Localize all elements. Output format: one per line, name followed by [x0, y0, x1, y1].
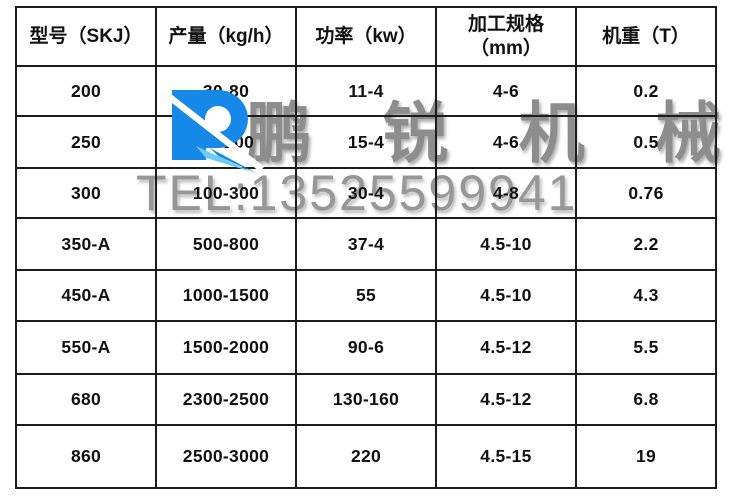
cell-spec: 4.5-10 — [435, 217, 577, 271]
cell-output: 1500-2000 — [155, 320, 297, 375]
table-row: 550-A 1500-2000 90-6 4.5-12 5.5 — [15, 320, 717, 375]
cell-spec: 4.5-15 — [435, 424, 577, 489]
cell-spec: 4.5-12 — [435, 373, 577, 426]
header-label: 功率（kw） — [315, 25, 417, 47]
cell-power: 30-4 — [295, 167, 437, 219]
cell-weight: 6.8 — [575, 373, 717, 426]
cell-weight: 0.76 — [575, 167, 717, 219]
header-cell-power: 功率（kw） — [295, 6, 437, 67]
header-label: 产量（kg/h） — [168, 25, 284, 47]
cell-spec: 4-6 — [435, 65, 577, 117]
cell-model: 450-A — [15, 269, 157, 322]
header-label: 型号（SKJ） — [29, 25, 143, 47]
cell-spec: 4.5-12 — [435, 320, 577, 375]
cell-output: 80-200 — [155, 115, 297, 169]
table-row: 300 100-300 30-4 4-8 0.76 — [15, 167, 717, 219]
header-row: 型号（SKJ） 产量（kg/h） 功率（kw） 加工规格 （mm） 机重（T） — [15, 6, 717, 67]
cell-weight: 0.5 — [575, 115, 717, 169]
header-label: 机重（T） — [602, 25, 690, 47]
header-cell-spec: 加工规格 （mm） — [435, 6, 577, 67]
cell-power: 130-160 — [295, 373, 437, 426]
cell-model: 550-A — [15, 320, 157, 375]
cell-spec: 4-6 — [435, 115, 577, 169]
cell-output: 2300-2500 — [155, 373, 297, 426]
cell-power: 11-4 — [295, 65, 437, 117]
table-row: 860 2500-3000 220 4.5-15 19 — [15, 424, 717, 489]
cell-weight: 5.5 — [575, 320, 717, 375]
cell-spec: 4.5-10 — [435, 269, 577, 322]
cell-weight: 2.2 — [575, 217, 717, 271]
cell-weight: 19 — [575, 424, 717, 489]
cell-output: 2500-3000 — [155, 424, 297, 489]
cell-model: 200 — [15, 65, 157, 117]
table-row: 250 80-200 15-4 4-6 0.5 — [15, 115, 717, 169]
cell-model: 300 — [15, 167, 157, 219]
cell-model: 350-A — [15, 217, 157, 271]
cell-power: 15-4 — [295, 115, 437, 169]
cell-power: 220 — [295, 424, 437, 489]
table-row: 350-A 500-800 37-4 4.5-10 2.2 — [15, 217, 717, 271]
header-cell-model: 型号（SKJ） — [15, 6, 157, 67]
cell-output: 500-800 — [155, 217, 297, 271]
cell-weight: 0.2 — [575, 65, 717, 117]
cell-spec: 4-8 — [435, 167, 577, 219]
table-row: 680 2300-2500 130-160 4.5-12 6.8 — [15, 373, 717, 426]
cell-output: 100-300 — [155, 167, 297, 219]
table-row: 450-A 1000-1500 55 4.5-10 4.3 — [15, 269, 717, 322]
header-label-line2: （mm） — [470, 37, 542, 59]
header-label-line1: 加工规格 — [467, 13, 544, 35]
header-cell-weight: 机重（T） — [575, 6, 717, 67]
cell-output: 1000-1500 — [155, 269, 297, 322]
cell-power: 90-6 — [295, 320, 437, 375]
cell-output: 30-80 — [155, 65, 297, 117]
cell-power: 37-4 — [295, 217, 437, 271]
cell-model: 250 — [15, 115, 157, 169]
cell-model: 860 — [15, 424, 157, 489]
spec-table: 型号（SKJ） 产量（kg/h） 功率（kw） 加工规格 （mm） 机重（T） — [15, 6, 717, 489]
header-cell-output: 产量（kg/h） — [155, 6, 297, 67]
cell-weight: 4.3 — [575, 269, 717, 322]
cell-model: 680 — [15, 373, 157, 426]
table-row: 200 30-80 11-4 4-6 0.2 — [15, 65, 717, 117]
cell-power: 55 — [295, 269, 437, 322]
